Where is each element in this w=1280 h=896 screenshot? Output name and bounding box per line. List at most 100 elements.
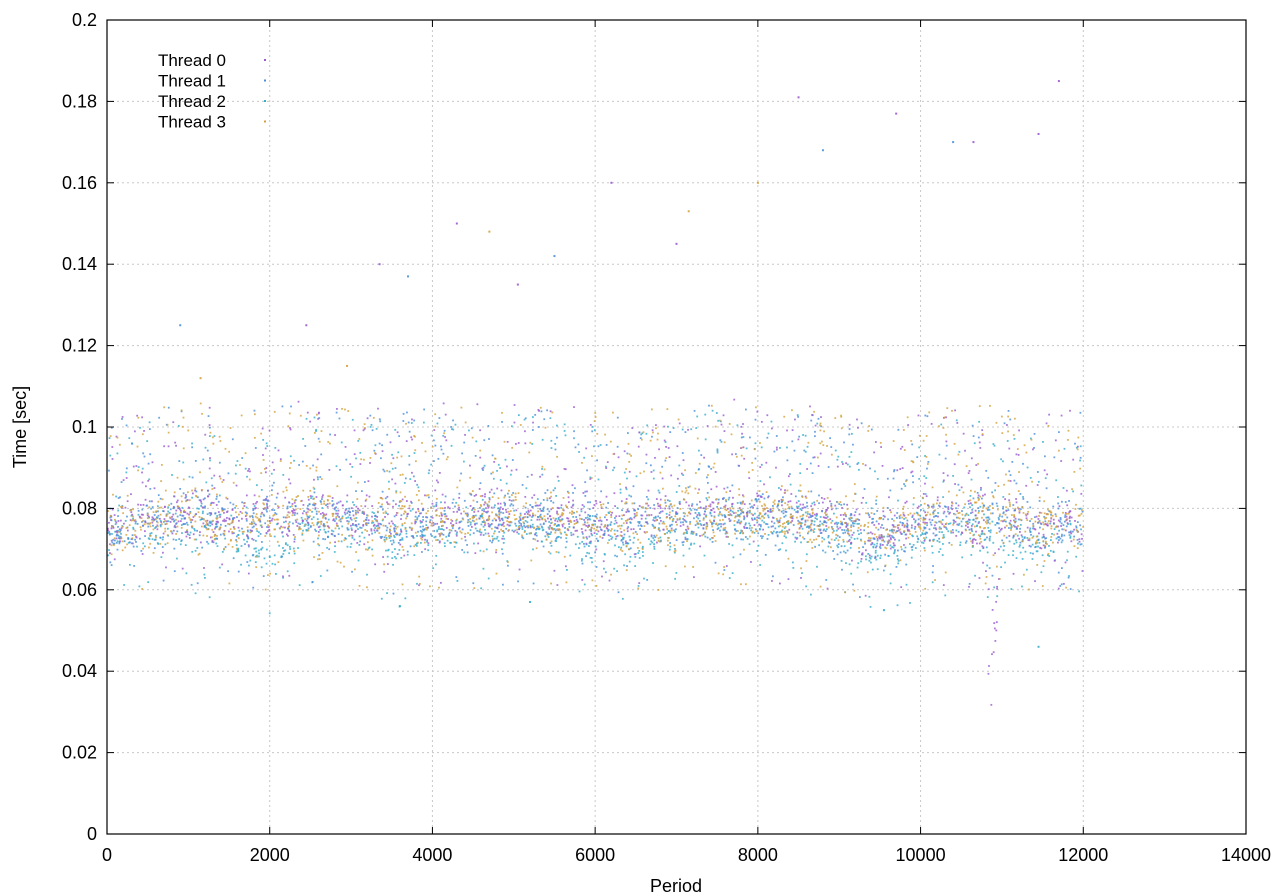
data-point — [987, 506, 990, 509]
data-point — [778, 519, 781, 522]
data-point — [264, 447, 267, 450]
data-point — [737, 509, 740, 512]
data-point — [610, 514, 613, 516]
data-point — [182, 523, 185, 526]
data-point — [201, 488, 203, 491]
data-point — [351, 570, 353, 573]
data-point — [568, 523, 570, 525]
data-point — [255, 513, 258, 516]
data-point — [938, 526, 941, 529]
data-point — [924, 511, 927, 514]
data-point — [371, 539, 374, 542]
data-point — [156, 542, 159, 544]
data-point — [592, 524, 594, 527]
data-point — [817, 535, 819, 538]
data-point — [673, 529, 676, 532]
data-point — [641, 548, 644, 551]
data-point — [352, 524, 354, 526]
data-point — [514, 522, 517, 525]
data-point — [600, 520, 603, 523]
data-point — [155, 510, 158, 513]
data-point — [317, 478, 319, 481]
data-point — [359, 540, 362, 543]
data-point — [978, 577, 981, 579]
data-point — [876, 537, 879, 540]
data-point — [532, 537, 535, 540]
data-point — [590, 530, 593, 532]
data-point — [740, 520, 743, 523]
data-point — [173, 506, 176, 509]
data-point — [961, 510, 963, 512]
data-point — [668, 500, 671, 502]
data-point — [799, 472, 802, 475]
data-point — [779, 488, 782, 491]
data-point — [753, 504, 756, 506]
data-point — [566, 490, 569, 493]
data-point — [142, 547, 145, 550]
data-point — [625, 488, 628, 491]
data-point — [677, 418, 680, 421]
data-point — [756, 507, 759, 510]
data-point — [652, 562, 654, 564]
data-point — [712, 501, 715, 504]
data-point — [945, 522, 948, 525]
data-point — [751, 505, 753, 508]
data-point — [1004, 561, 1006, 564]
data-point — [388, 535, 390, 538]
data-point — [320, 498, 323, 501]
data-point — [699, 534, 701, 537]
data-point — [497, 497, 500, 500]
data-point — [483, 439, 486, 442]
data-point — [763, 503, 766, 506]
data-point — [371, 521, 373, 524]
data-point — [1065, 525, 1068, 528]
data-point — [911, 548, 914, 551]
data-point — [819, 528, 822, 531]
data-point — [647, 489, 650, 492]
data-point — [676, 507, 679, 509]
data-point — [557, 523, 560, 526]
data-point — [897, 499, 899, 502]
data-point — [620, 546, 623, 549]
data-point — [318, 558, 321, 560]
data-point — [467, 532, 469, 534]
data-point — [1079, 507, 1082, 510]
data-point — [293, 459, 295, 462]
data-point — [985, 507, 988, 510]
data-point — [754, 457, 757, 460]
data-point — [344, 408, 346, 411]
data-point — [838, 503, 841, 505]
data-point — [581, 461, 583, 464]
data-point — [629, 521, 632, 524]
data-point — [778, 582, 781, 585]
data-point — [193, 529, 196, 532]
data-point — [242, 502, 245, 505]
data-point — [650, 534, 653, 537]
data-point — [154, 527, 156, 529]
data-point — [481, 521, 484, 523]
data-point — [573, 520, 576, 522]
data-point — [612, 453, 615, 456]
data-point — [260, 566, 263, 569]
data-point — [540, 502, 542, 505]
data-point — [503, 531, 506, 534]
data-point — [728, 543, 731, 545]
data-point — [475, 440, 478, 443]
data-point — [573, 406, 575, 409]
data-point — [477, 542, 480, 545]
data-point — [940, 521, 943, 524]
data-point — [743, 503, 746, 506]
data-point — [117, 520, 120, 522]
data-point — [717, 527, 720, 529]
data-point — [1004, 520, 1007, 523]
data-point — [914, 547, 917, 549]
data-point — [123, 522, 125, 525]
data-point — [675, 539, 678, 542]
data-point — [841, 523, 844, 526]
data-point — [472, 532, 475, 535]
data-point — [860, 539, 863, 542]
data-point — [410, 535, 413, 537]
data-point — [649, 543, 652, 546]
data-point — [925, 514, 928, 516]
data-point — [162, 510, 165, 513]
